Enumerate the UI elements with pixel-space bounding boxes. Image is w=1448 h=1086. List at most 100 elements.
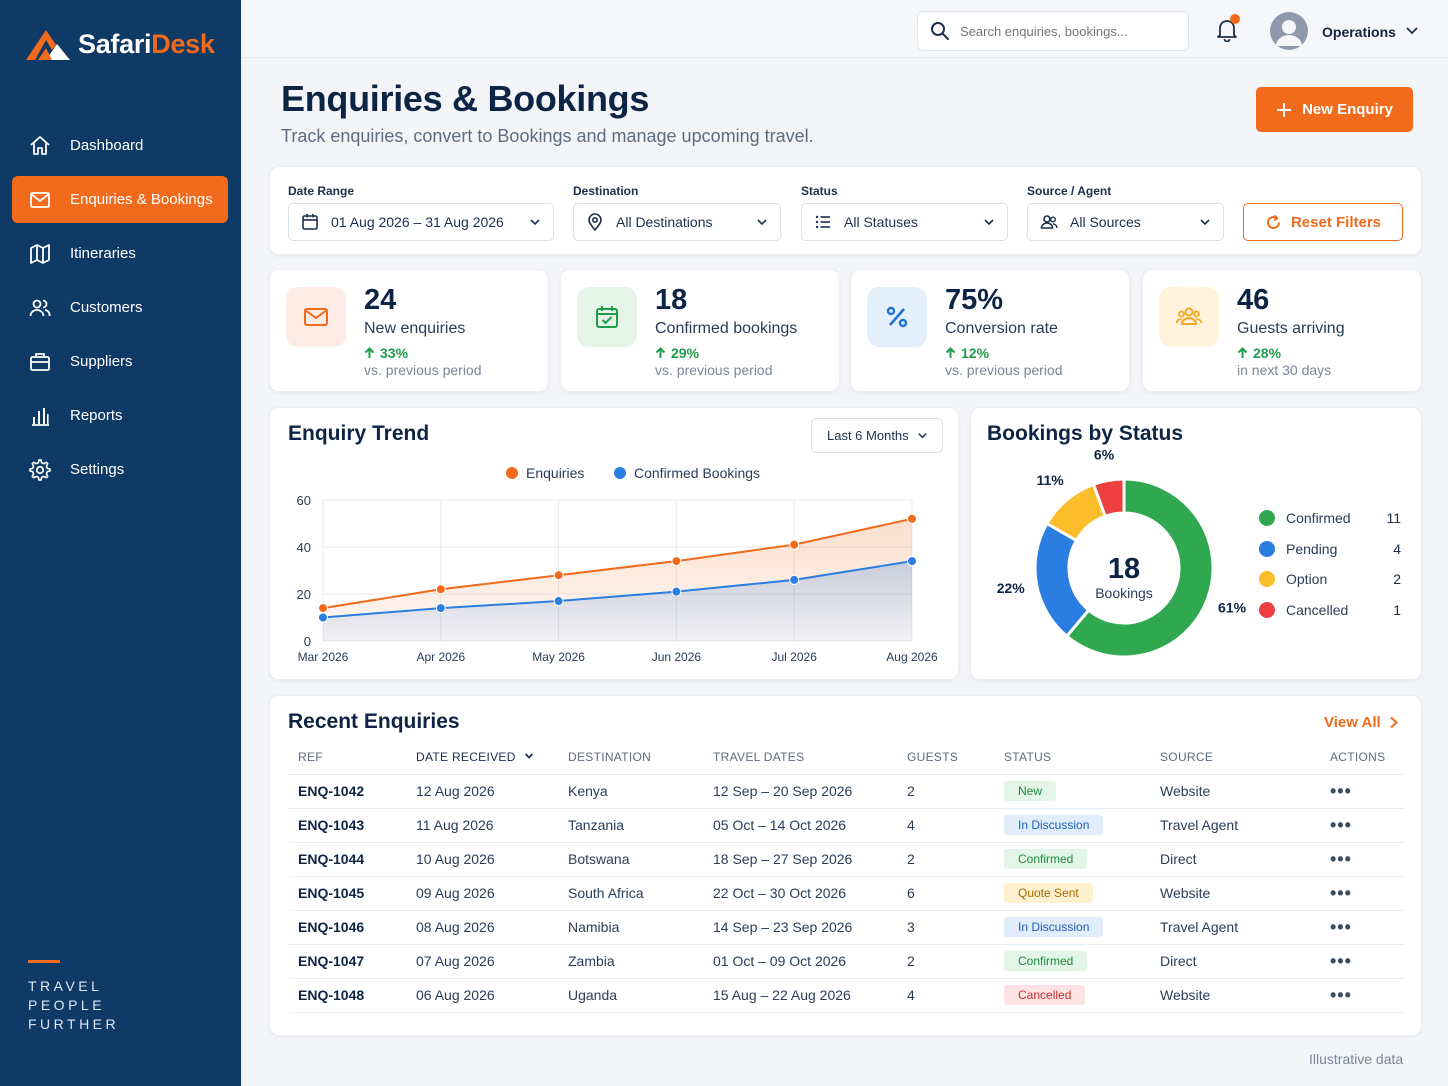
status-select[interactable]: All Statuses — [801, 203, 1008, 241]
sidebar-item-suppliers[interactable]: Suppliers — [12, 338, 228, 385]
kpi-change: 12% — [945, 345, 989, 361]
legend-item: Confirmed — [1259, 510, 1351, 526]
column-header-label: DESTINATION — [568, 749, 652, 764]
sidebar-item-itineraries[interactable]: Itineraries — [12, 230, 228, 277]
cell-status: Cancelled — [995, 978, 1151, 1013]
enquiry-trend-card: Enquiry Trend Last 6 Months Enquiries Co… — [269, 407, 959, 680]
avatar[interactable] — [1270, 12, 1308, 50]
data-point — [435, 603, 446, 614]
cell-ref[interactable]: ENQ-1042 — [289, 774, 407, 809]
sidebar-item-label: Settings — [70, 461, 125, 478]
cell-destination: Botswana — [559, 842, 704, 877]
status-badge: New — [1004, 781, 1057, 801]
date-range-select[interactable]: 01 Aug 2026 – 31 Aug 2026 — [288, 203, 554, 241]
donut-center-value: 18 — [1108, 553, 1140, 585]
chevron-down-icon — [757, 219, 767, 226]
search-box[interactable] — [917, 11, 1189, 51]
more-actions-icon[interactable]: ••• — [1330, 814, 1352, 835]
logo-mountain-icon — [26, 30, 70, 60]
period-select[interactable]: Last 6 Months — [811, 418, 943, 453]
cell-source: Travel Agent — [1151, 910, 1321, 945]
cell-destination: Tanzania — [559, 808, 704, 843]
view-all-link[interactable]: View All — [1324, 714, 1399, 731]
table-row[interactable]: ENQ-1045 09 Aug 2026 South Africa 22 Oct… — [289, 876, 1405, 911]
slice-percent-label: 6% — [1094, 447, 1115, 463]
cell-actions: ••• — [1321, 944, 1405, 979]
sidebar: SafariDesk Dashboard Enquiries & Bookings… — [0, 0, 241, 1086]
cell-status: Quote Sent — [995, 876, 1151, 911]
location-pin-icon — [588, 213, 602, 231]
chevron-down-icon — [917, 433, 927, 439]
data-point — [907, 513, 917, 524]
column-header: DESTINATION — [559, 740, 704, 775]
slice-percent-label: 11% — [1036, 472, 1064, 488]
users-icon — [29, 299, 51, 316]
tagline-bar — [28, 960, 60, 963]
more-actions-icon[interactable]: ••• — [1330, 984, 1352, 1005]
cell-status: In Discussion — [995, 910, 1151, 945]
page-subtitle: Track enquiries, convert to Bookings and… — [281, 126, 814, 146]
kpi-change: 29% — [655, 345, 699, 361]
sidebar-item-dashboard[interactable]: Dashboard — [12, 122, 228, 169]
cell-ref[interactable]: ENQ-1047 — [289, 944, 407, 979]
sidebar-item-label: Itineraries — [70, 245, 136, 262]
cell-ref[interactable]: ENQ-1044 — [289, 842, 407, 877]
notifications-button[interactable] — [1216, 14, 1240, 43]
tagline: TRAVEL PEOPLE FURTHER — [28, 960, 119, 1034]
sidebar-item-reports[interactable]: Reports — [12, 392, 228, 439]
source-label: Source / Agent — [1027, 184, 1112, 198]
kpi-label: Guests arriving — [1237, 320, 1345, 337]
table-row[interactable]: ENQ-1046 08 Aug 2026 Namibia 14 Sep – 23… — [289, 910, 1405, 945]
kpi-change-value: 33% — [380, 345, 409, 361]
reset-filters-button[interactable]: Reset Filters — [1243, 203, 1403, 241]
cell-destination: Zambia — [559, 944, 704, 979]
more-actions-icon[interactable]: ••• — [1330, 882, 1352, 903]
logo-name-a: Safari — [78, 28, 152, 59]
more-actions-icon[interactable]: ••• — [1330, 950, 1352, 971]
cell-guests: 4 — [898, 808, 995, 843]
chevron-down-icon[interactable] — [1405, 24, 1419, 38]
new-enquiry-button[interactable]: New Enquiry — [1256, 87, 1413, 132]
legend-label: Option — [1286, 571, 1328, 587]
gear-icon — [29, 458, 51, 481]
cell-ref[interactable]: ENQ-1043 — [289, 808, 407, 843]
kpi-card: 18 Confirmed bookings 29% vs. previous p… — [560, 269, 840, 392]
table-row[interactable]: ENQ-1044 10 Aug 2026 Botswana 18 Sep – 2… — [289, 842, 1405, 877]
map-icon — [30, 243, 50, 264]
kpi-card: 24 New enquiries 33% vs. previous period — [269, 269, 549, 392]
tagline-line: FURTHER — [28, 1016, 120, 1032]
search-input[interactable] — [960, 23, 1160, 39]
sidebar-item-customers[interactable]: Customers — [12, 284, 228, 331]
table-row[interactable]: ENQ-1048 06 Aug 2026 Uganda 15 Aug – 22 … — [289, 978, 1405, 1013]
cell-date: 12 Aug 2026 — [407, 774, 559, 809]
table-row[interactable]: ENQ-1043 11 Aug 2026 Tanzania 05 Oct – 1… — [289, 808, 1405, 843]
cell-source: Direct — [1151, 842, 1321, 877]
data-point — [435, 584, 446, 595]
logo[interactable]: SafariDesk — [24, 26, 215, 62]
arrow-up-icon — [364, 347, 375, 358]
user-name[interactable]: Operations — [1322, 24, 1396, 40]
destination-select[interactable]: All Destinations — [573, 203, 781, 241]
source-select[interactable]: All Sources — [1027, 203, 1224, 241]
more-actions-icon[interactable]: ••• — [1330, 916, 1352, 937]
more-actions-icon[interactable]: ••• — [1330, 780, 1352, 801]
cell-date: 06 Aug 2026 — [407, 978, 559, 1013]
cell-date: 08 Aug 2026 — [407, 910, 559, 945]
cell-ref[interactable]: ENQ-1048 — [289, 978, 407, 1013]
column-header[interactable]: DATE RECEIVED — [407, 740, 559, 775]
legend-dot — [506, 467, 518, 479]
sidebar-item-enquiries-bookings[interactable]: Enquiries & Bookings — [12, 176, 228, 223]
table-row[interactable]: ENQ-1042 12 Aug 2026 Kenya 12 Sep – 20 S… — [289, 774, 1405, 809]
cell-ref[interactable]: ENQ-1046 — [289, 910, 407, 945]
status-label: Status — [801, 184, 838, 198]
kpi-value: 75% — [945, 284, 1004, 316]
cell-status: Confirmed — [995, 944, 1151, 979]
data-point — [789, 539, 800, 550]
table-row[interactable]: ENQ-1047 07 Aug 2026 Zambia 01 Oct – 09 … — [289, 944, 1405, 979]
more-actions-icon[interactable]: ••• — [1330, 848, 1352, 869]
cell-source: Direct — [1151, 944, 1321, 979]
sidebar-item-settings[interactable]: Settings — [12, 446, 228, 493]
mail-icon — [304, 308, 328, 326]
kpi-label: New enquiries — [364, 320, 466, 337]
cell-ref[interactable]: ENQ-1045 — [289, 876, 407, 911]
